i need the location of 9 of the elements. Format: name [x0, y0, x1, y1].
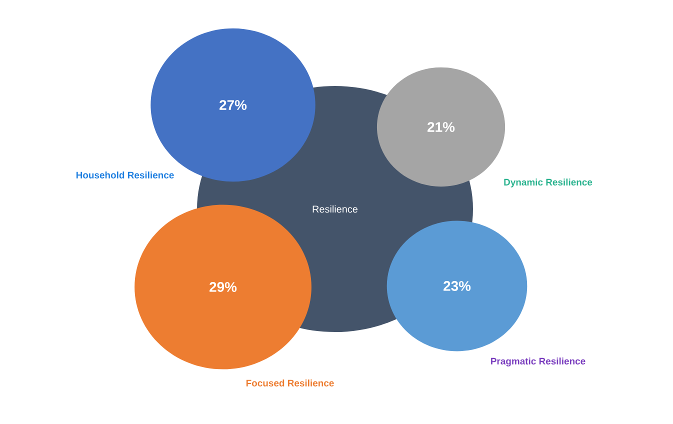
category-label: Household Resilience	[76, 172, 174, 178]
text: Resilience	[312, 205, 358, 213]
category-label: Dynamic Resilience	[504, 178, 592, 188]
data-label: 21%	[428, 122, 455, 132]
category-label: Pragmatic Resilience	[491, 358, 586, 366]
data-label: 29%	[210, 282, 237, 292]
category-label: Focused Resilience	[246, 380, 334, 386]
data-label: 27%	[220, 100, 247, 110]
data-label: 23%	[444, 281, 471, 291]
